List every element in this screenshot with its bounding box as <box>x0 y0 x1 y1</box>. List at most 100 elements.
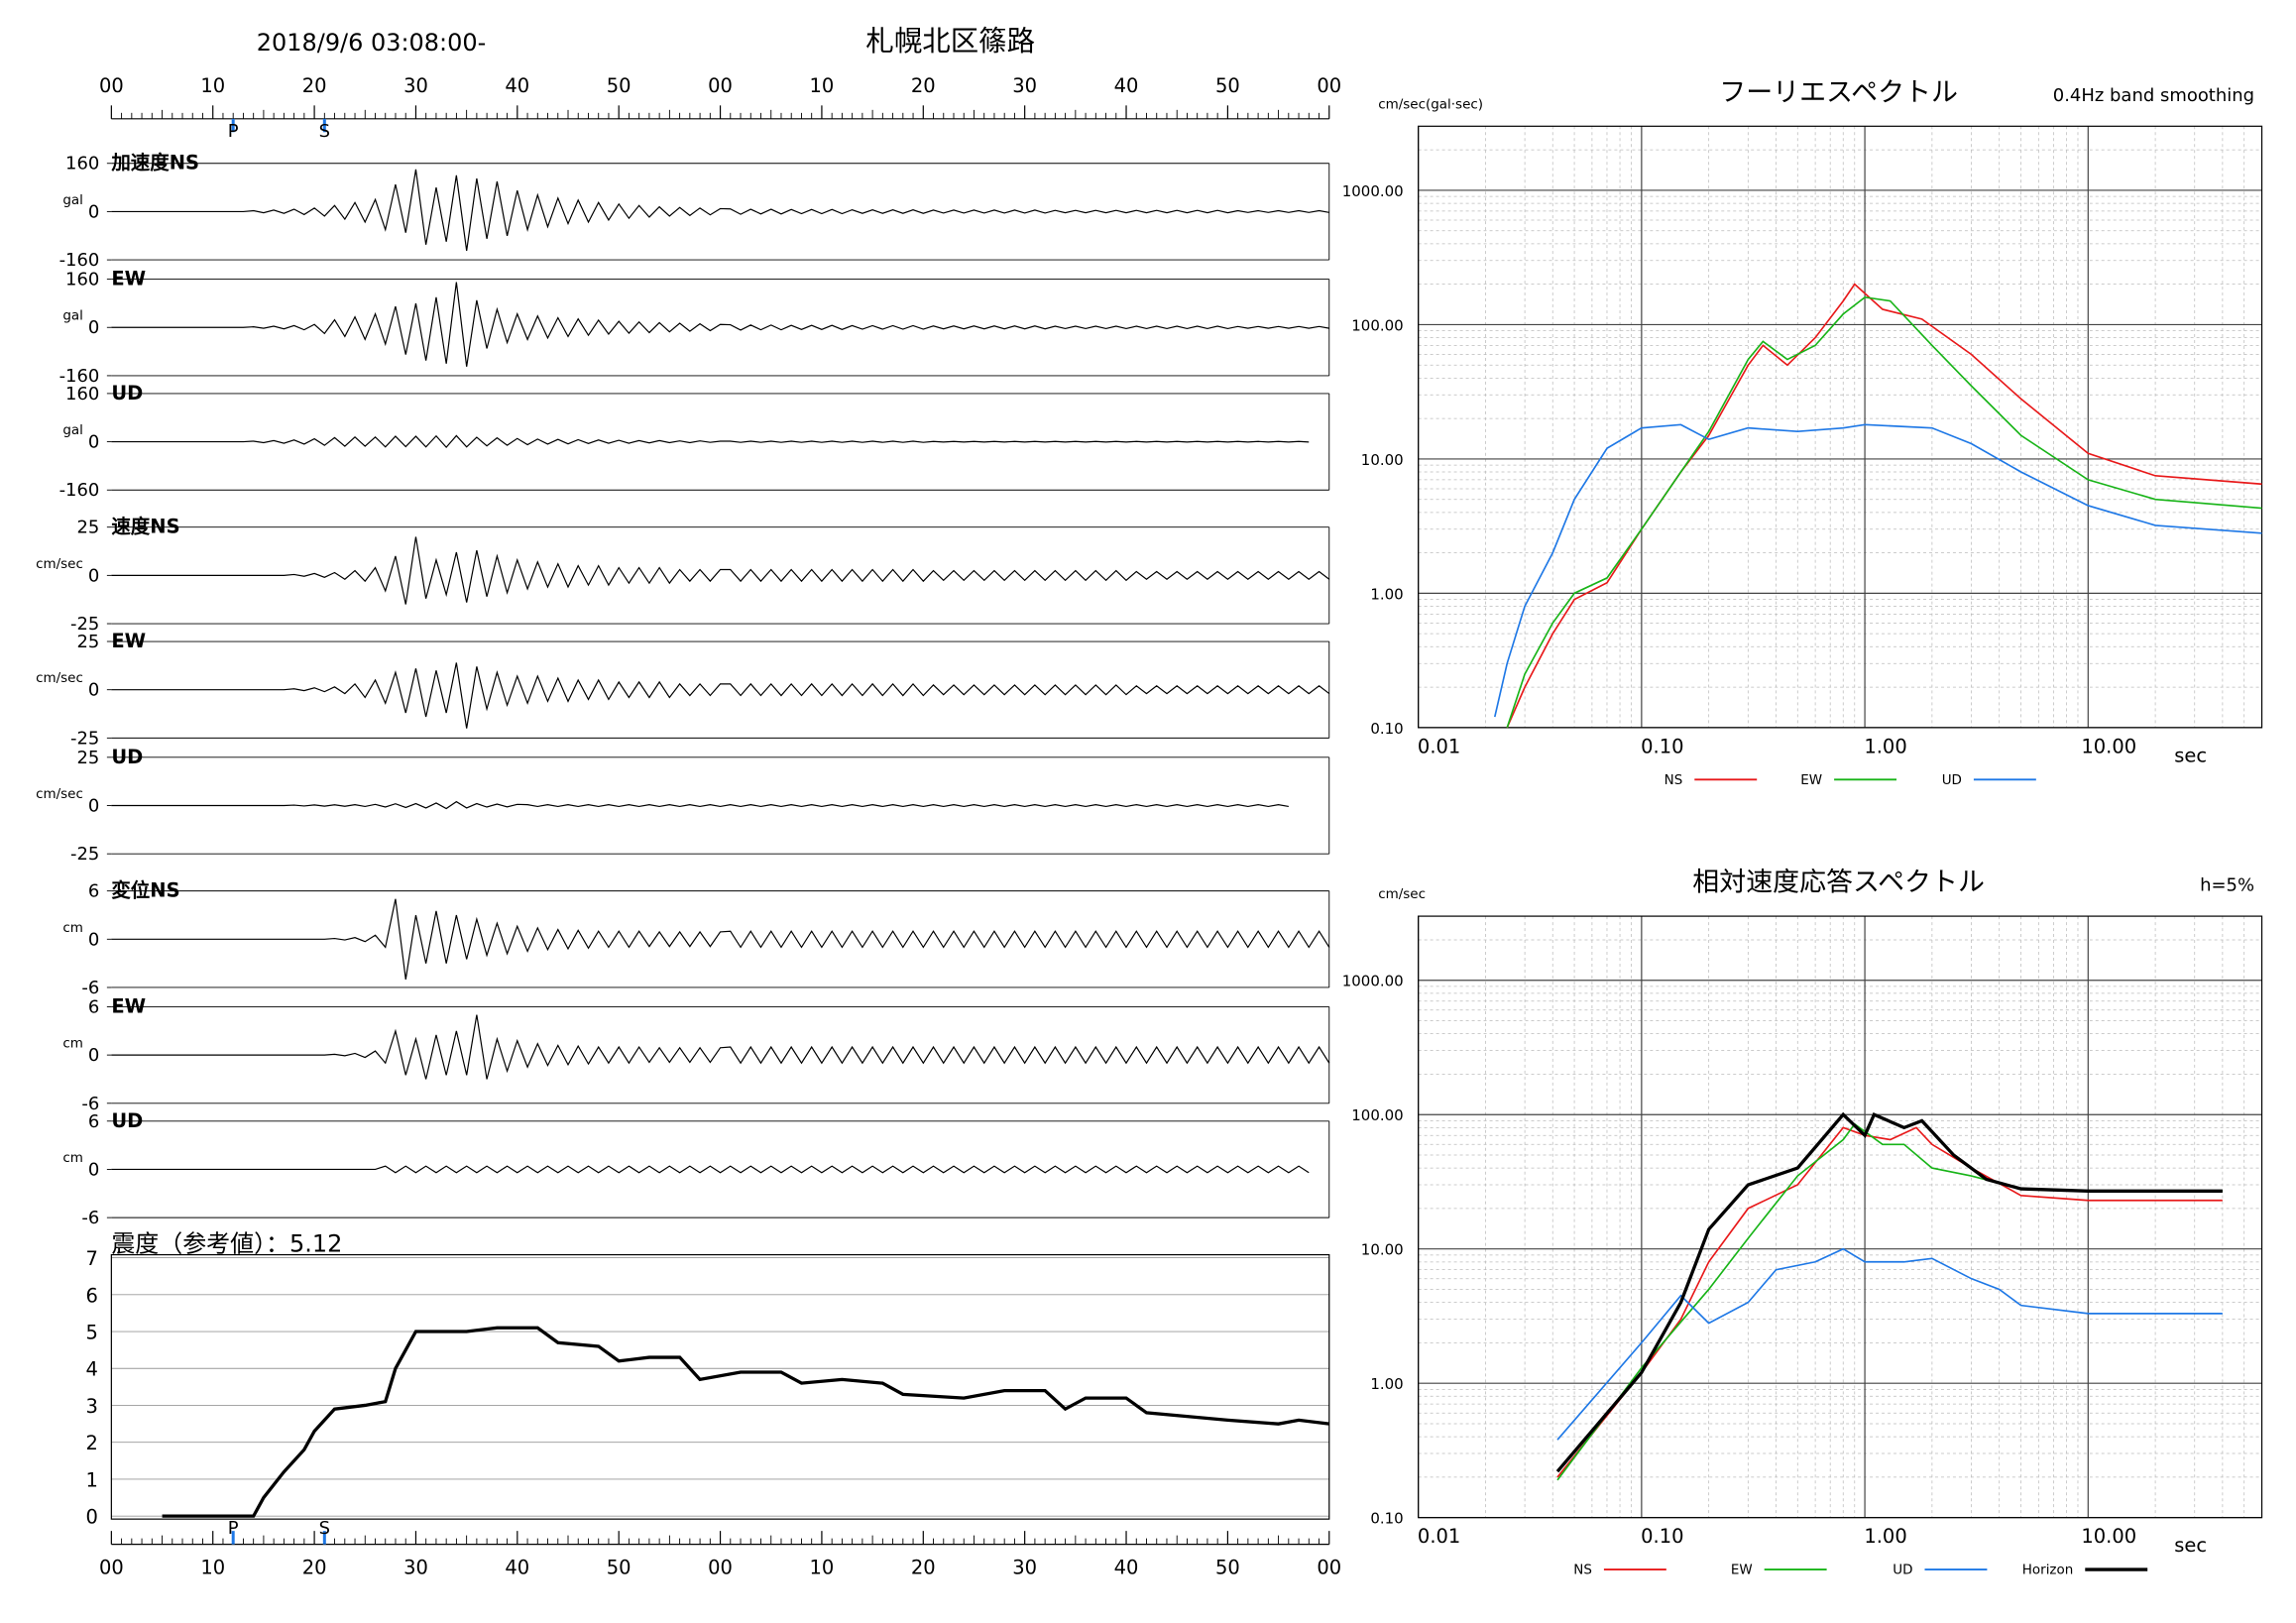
x-tick-label: 50 <box>607 1557 631 1579</box>
x-tick-label: 00 <box>1317 1557 1341 1579</box>
y-tick-label: 1 <box>85 1468 97 1491</box>
y-tick-label: 1.00 <box>1370 585 1403 603</box>
x-tick-label: 50 <box>607 74 631 97</box>
x-tick-label: 50 <box>1215 1557 1240 1579</box>
component-label: 変位NS <box>111 879 179 902</box>
x-tick-label: 40 <box>505 74 529 97</box>
chart-title: 震度（参考値）：5.12 <box>111 1230 342 1258</box>
chart-title: 相対速度応答スペクトル <box>1692 868 1985 898</box>
x-tick-label: 10.00 <box>2081 735 2136 757</box>
unit-label: gal <box>62 422 83 438</box>
unit-label: cm/sec <box>36 556 83 572</box>
phase-label: S <box>319 1518 330 1539</box>
spectrum-line <box>1556 1247 2223 1441</box>
x-tick-label: 10.00 <box>2081 1525 2136 1548</box>
y-tick-label: 3 <box>85 1395 97 1418</box>
spectrum-line <box>1506 283 2262 729</box>
y-tick-label: -25 <box>70 844 99 865</box>
x-tick-label: 40 <box>1114 74 1139 97</box>
chart-subtitle: 0.4Hz band smoothing <box>2053 85 2254 106</box>
waveform <box>111 800 1289 810</box>
y-tick-label: 0 <box>88 796 99 817</box>
x-tick-label: 10 <box>810 74 835 97</box>
y-tick-label: 7 <box>85 1247 97 1270</box>
y-tick-label: 10.00 <box>1361 451 1404 469</box>
component-label: EW <box>111 268 146 290</box>
unit-label: cm <box>62 920 83 936</box>
y-tick-label: 25 <box>76 748 99 768</box>
phase-label: P <box>228 1518 239 1539</box>
component-label: UD <box>111 382 143 405</box>
waveform <box>111 169 1329 252</box>
y-tick-label: 6 <box>88 881 99 902</box>
x-tick-label: 0.01 <box>1418 735 1460 757</box>
waveform <box>111 898 1330 980</box>
x-tick-label: 10 <box>200 1557 225 1579</box>
waveform <box>111 1014 1330 1080</box>
x-tick-label: 10 <box>810 1557 835 1579</box>
x-tick-label: 30 <box>1012 1557 1037 1579</box>
y-tick-label: 100.00 <box>1351 316 1403 334</box>
y-tick-label: 0.10 <box>1370 1510 1403 1528</box>
y-tick-label: -25 <box>70 728 99 749</box>
spectrum-line <box>1556 1126 2223 1478</box>
y-tick-label: 2 <box>85 1432 97 1454</box>
unit-label: cm/sec <box>36 670 83 686</box>
x-tick-label: 00 <box>99 74 124 97</box>
unit-label: cm/sec <box>36 786 83 802</box>
y-tick-label: 25 <box>76 632 99 652</box>
spectrum-line <box>1555 1111 2223 1473</box>
y-tick-label: 0.10 <box>1370 720 1403 738</box>
phase-label: P <box>228 121 239 142</box>
station-title: 札幌北区篠路 <box>865 25 1035 58</box>
waveform <box>111 1165 1310 1174</box>
y-tick-label: 6 <box>88 996 99 1017</box>
x-tick-label: 00 <box>99 1557 124 1579</box>
chart-title: フーリエスペクトル <box>1719 77 1958 108</box>
x-axis-label: sec <box>2174 1534 2207 1557</box>
unit-label: gal <box>62 192 83 208</box>
x-tick-label: 0.10 <box>1641 735 1683 757</box>
legend-label: NS <box>1573 1563 1592 1578</box>
component-label: UD <box>111 746 143 768</box>
unit-label: cm <box>62 1150 83 1166</box>
x-tick-label: 30 <box>1012 74 1037 97</box>
legend-label: NS <box>1665 772 1683 788</box>
y-tick-label: 5 <box>85 1322 97 1344</box>
legend-label: EW <box>1800 772 1822 788</box>
y-tick-label: -160 <box>59 480 100 501</box>
spectrum-line <box>1493 423 2262 718</box>
y-tick-label: 160 <box>65 154 99 174</box>
y-tick-label: 0 <box>88 317 99 338</box>
y-tick-label: 0 <box>88 1159 99 1180</box>
y-tick-label: 1.00 <box>1370 1375 1403 1393</box>
x-tick-label: 00 <box>708 1557 733 1579</box>
legend-label: Horizon <box>2022 1563 2074 1578</box>
x-tick-label: 1.00 <box>1864 1525 1906 1548</box>
y-tick-label: -6 <box>81 1094 99 1114</box>
component-label: EW <box>111 994 146 1017</box>
spectrum-line <box>1506 295 2262 729</box>
y-tick-label: 160 <box>65 270 99 290</box>
y-tick-label: -160 <box>59 250 100 271</box>
y-tick-label: 4 <box>85 1358 97 1381</box>
y-tick-label: -6 <box>81 1208 99 1228</box>
y-tick-label: 0 <box>88 680 99 701</box>
plot-frame <box>1418 915 2263 1519</box>
unit-label: cm <box>62 1036 83 1052</box>
y-tick-label: 10.00 <box>1361 1241 1404 1259</box>
x-tick-label: 0.10 <box>1641 1525 1683 1548</box>
y-tick-label: 100.00 <box>1351 1106 1403 1124</box>
component-label: EW <box>111 630 146 652</box>
y-tick-label: 0 <box>85 1506 97 1529</box>
legend-label: UD <box>1942 772 1962 788</box>
waveform <box>111 282 1329 367</box>
y-tick-label: -6 <box>81 978 99 998</box>
component-label: 速度NS <box>111 516 179 538</box>
x-tick-label: 30 <box>403 1557 428 1579</box>
waveform <box>111 434 1310 449</box>
y-tick-label: 0 <box>88 201 99 222</box>
x-tick-label: 0.01 <box>1418 1525 1460 1548</box>
y-tick-label: 1000.00 <box>1342 973 1404 990</box>
